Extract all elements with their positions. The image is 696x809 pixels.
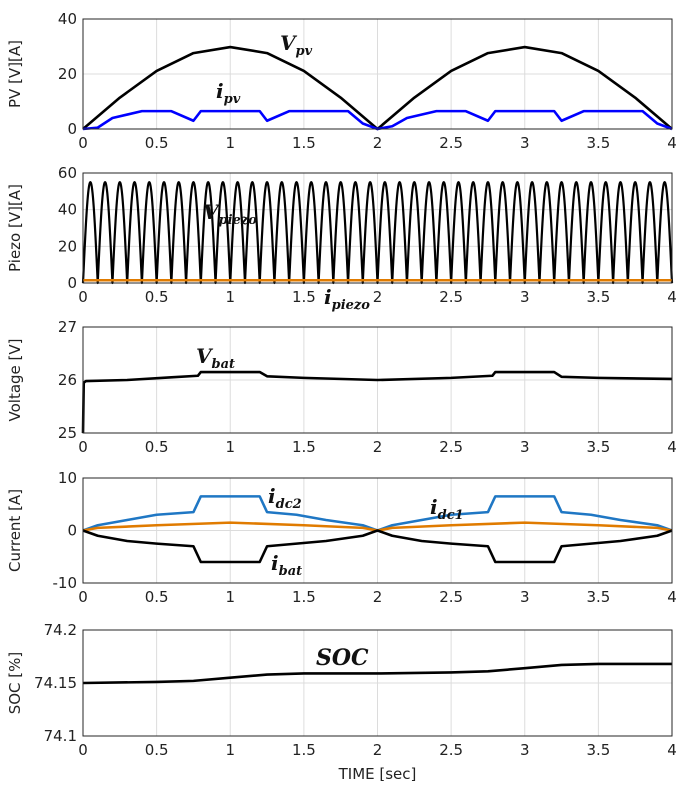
series-label-pv: ipv xyxy=(216,79,241,107)
x-tick-label: 1 xyxy=(225,134,235,152)
x-tick-label: 3 xyxy=(520,288,530,306)
x-tick-label: 0.5 xyxy=(145,588,169,606)
x-tick-label: 2 xyxy=(373,288,383,306)
x-tick-label: 4 xyxy=(667,741,677,759)
x-tick-label: 0 xyxy=(78,288,88,306)
y-tick-label: 0 xyxy=(67,120,77,138)
panel-5: SOC 74.1 74.15 74.2 0 0.5 1 1.5 2 2.5 3 3.5 4 SOC [%]… xyxy=(6,621,677,783)
x-tick-label: 4 xyxy=(667,134,677,152)
x-tick-label: 0.5 xyxy=(145,741,169,759)
y-axis-label: SOC [%] xyxy=(6,652,24,715)
x-tick-label: 1 xyxy=(225,288,235,306)
x-tick-label: 1 xyxy=(225,438,235,456)
y-tick-label: 20 xyxy=(58,65,77,83)
series-line-bat xyxy=(82,529,673,564)
series-label-bat: ibat xyxy=(271,551,302,579)
panel-3: Vbat 25 26 27 0 0.5 1 1.5 2 2.5 3 3.5 4 Voltage [V] xyxy=(6,318,677,456)
y-tick-label: -10 xyxy=(53,574,78,592)
x-tick-label: 0 xyxy=(78,741,88,759)
y-tick-label: 74.15 xyxy=(34,674,77,692)
series-label-dc1: idc1 xyxy=(430,495,464,523)
x-tick-label: 0 xyxy=(78,588,88,606)
x-tick-label: 0 xyxy=(78,134,88,152)
x-tick-label: 0.5 xyxy=(145,134,169,152)
y-axis-label: PV [V][A] xyxy=(6,40,24,108)
axes-box xyxy=(82,18,673,130)
y-tick-label: 40 xyxy=(58,10,77,28)
x-tick-label: 3 xyxy=(520,438,530,456)
axes-box xyxy=(82,477,673,584)
x-tick-label: 3 xyxy=(520,588,530,606)
y-tick-label: 26 xyxy=(58,371,77,389)
y-tick-label: 10 xyxy=(58,469,77,487)
x-tick-label: 4 xyxy=(667,438,677,456)
series-label-dc2: idc2 xyxy=(268,484,302,512)
x-tick-label: 3 xyxy=(520,741,530,759)
y-tick-label: 60 xyxy=(58,164,77,182)
x-tick-label: 2.5 xyxy=(439,288,463,306)
x-tick-label: 3.5 xyxy=(586,288,610,306)
y-tick-label: 27 xyxy=(58,318,77,336)
x-tick-label: 2.5 xyxy=(439,588,463,606)
y-axis-label: Voltage [V] xyxy=(6,339,24,422)
x-tick-label: 1.5 xyxy=(292,588,316,606)
axes-box xyxy=(82,172,673,284)
y-tick-label: 25 xyxy=(58,424,77,442)
x-tick-label: 2 xyxy=(373,134,383,152)
axes-box xyxy=(82,629,673,737)
series-label-pv: Vpv xyxy=(280,31,313,59)
y-axis-label: Piezo [V][A] xyxy=(6,184,24,272)
x-tick-label: 1.5 xyxy=(292,134,316,152)
series-label-piezo: Vpiezo xyxy=(203,200,257,228)
x-tick-label: 1 xyxy=(225,741,235,759)
x-tick-label: 0 xyxy=(78,438,88,456)
x-tick-label: 3 xyxy=(520,134,530,152)
panel-1: Vpv ipv 0 20 40 0 0.5 1 1.5 2 2.5 3 3.5 4 PV [V][A] xyxy=(6,10,677,152)
x-tick-label: 2.5 xyxy=(439,741,463,759)
x-tick-label: 2 xyxy=(373,438,383,456)
x-tick-label: 3.5 xyxy=(586,741,610,759)
y-tick-label: 20 xyxy=(58,237,77,255)
series-label-soc: SOC xyxy=(316,645,369,671)
x-tick-label: 2.5 xyxy=(439,438,463,456)
x-tick-label: 2 xyxy=(373,741,383,759)
x-tick-label: 0.5 xyxy=(145,288,169,306)
series-label-bat: Vbat xyxy=(196,344,235,372)
y-tick-label: 0 xyxy=(67,522,77,540)
axes-box xyxy=(82,326,673,434)
y-tick-label: 74.2 xyxy=(44,621,77,639)
panel-2: Vpiezo ipiezo 0 20 40 60 0 0.5 1 1.5 2 2.5 3 3.5 4 Piez… xyxy=(6,164,677,313)
series-label-piezo: ipiezo xyxy=(324,285,370,313)
y-tick-label: 0 xyxy=(67,274,77,292)
series-line-soc xyxy=(82,662,672,685)
series-line-bat xyxy=(81,370,673,434)
x-tick-label: 2 xyxy=(373,588,383,606)
x-tick-label: 4 xyxy=(667,588,677,606)
x-tick-label: 1.5 xyxy=(292,741,316,759)
x-tick-label: 4 xyxy=(667,288,677,306)
x-tick-label: 1.5 xyxy=(292,438,316,456)
x-tick-label: 3.5 xyxy=(586,134,610,152)
grid-lines xyxy=(82,629,673,737)
x-tick-label: 1.5 xyxy=(292,288,316,306)
x-axis-label: TIME [sec] xyxy=(338,765,417,783)
x-tick-label: 0.5 xyxy=(145,438,169,456)
x-tick-label: 3.5 xyxy=(586,588,610,606)
y-axis-label: Current [A] xyxy=(6,489,24,572)
x-tick-label: 1 xyxy=(225,588,235,606)
y-tick-label: 40 xyxy=(58,201,77,219)
x-tick-label: 3.5 xyxy=(586,438,610,456)
y-tick-label: 74.1 xyxy=(44,727,77,745)
x-tick-label: 2.5 xyxy=(439,134,463,152)
